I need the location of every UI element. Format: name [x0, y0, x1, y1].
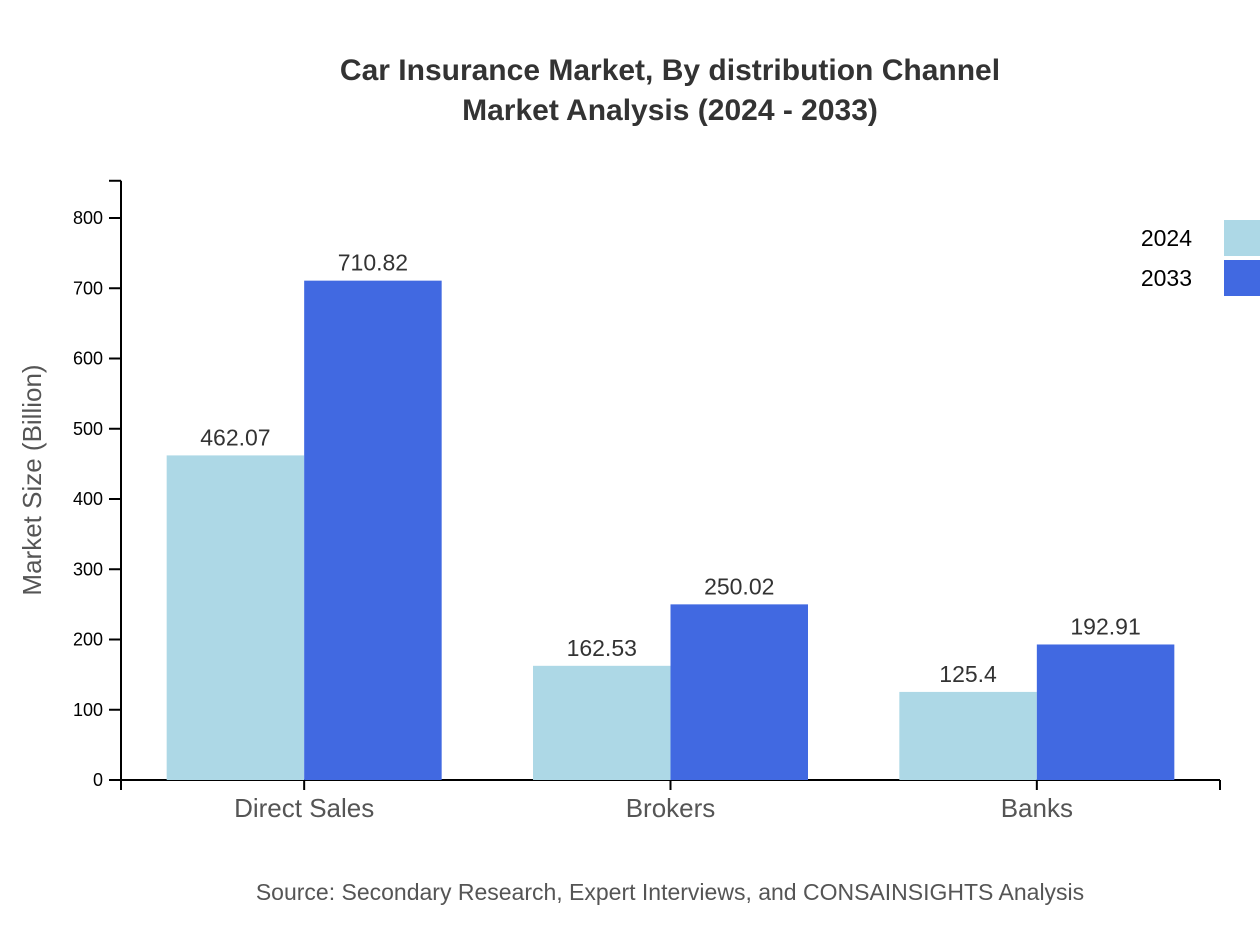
- legend-label: 2024: [1141, 225, 1192, 251]
- y-tick-label: 800: [73, 208, 103, 228]
- data-label: 710.82: [338, 250, 408, 276]
- y-tick-label: 300: [73, 559, 103, 579]
- y-tick-label: 400: [73, 489, 103, 509]
- x-tick-label: Banks: [1001, 793, 1073, 823]
- bar-2024: [533, 665, 671, 780]
- y-tick-label: 0: [93, 770, 103, 790]
- data-label: 125.4: [939, 661, 997, 687]
- bar-2024: [899, 691, 1037, 780]
- legend: 2024 2033: [1141, 220, 1260, 296]
- y-tick-label: 700: [73, 278, 103, 298]
- data-label: 162.53: [567, 635, 637, 661]
- y-tick-label: 200: [73, 630, 103, 650]
- bar-2033: [1036, 644, 1175, 780]
- chart-title: Car Insurance Market, By distribution Ch…: [340, 54, 1000, 87]
- chart-subtitle: Market Analysis (2024 - 2033): [462, 94, 878, 127]
- source-note: Source: Secondary Research, Expert Inter…: [256, 879, 1084, 905]
- y-tick-label: 100: [73, 700, 103, 720]
- bar-2033: [304, 280, 442, 780]
- plot-area: 0 100 200 300 400 500 600 700 800 Direct Sales 462…: [73, 179, 1221, 823]
- y-tick-label: 500: [73, 419, 103, 439]
- bar-2024: [166, 455, 305, 780]
- y-tick-label: 600: [73, 349, 103, 369]
- y-axis-label: Market Size (Billion): [17, 364, 47, 595]
- bar-2033: [670, 604, 808, 780]
- legend-swatch: [1224, 220, 1260, 256]
- x-tick-label: Direct Sales: [234, 793, 374, 823]
- x-tick-label: Brokers: [626, 793, 716, 823]
- legend-swatch: [1224, 260, 1260, 296]
- data-label: 462.07: [200, 424, 270, 450]
- data-label: 250.02: [704, 573, 774, 599]
- data-label: 192.91: [1070, 613, 1140, 639]
- legend-label: 2033: [1141, 265, 1192, 291]
